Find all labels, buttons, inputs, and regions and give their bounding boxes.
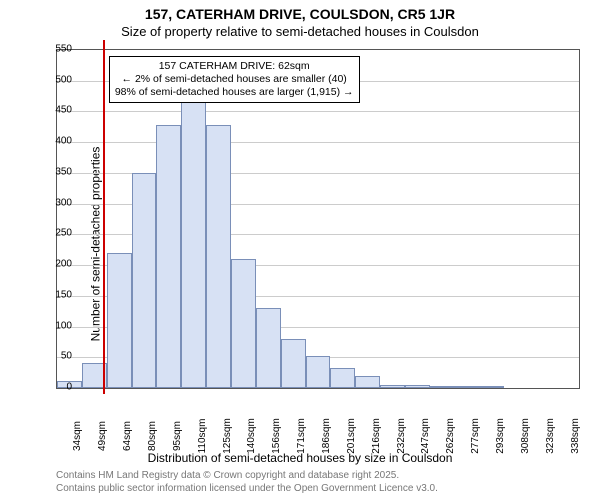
footer-attribution: Contains HM Land Registry data © Crown c… [56, 469, 600, 495]
chart-container: Number of semi-detached properties 157 C… [0, 39, 600, 449]
y-tick-label: 400 [44, 136, 72, 147]
y-tick-label: 350 [44, 166, 72, 177]
histogram-bar [306, 356, 331, 388]
y-tick-label: 150 [44, 289, 72, 300]
property-marker-line [103, 40, 105, 394]
histogram-bar [181, 84, 206, 388]
y-tick-label: 450 [44, 105, 72, 116]
histogram-bar [330, 368, 355, 388]
plot-area: 157 CATERHAM DRIVE: 62sqm ← 2% of semi-d… [56, 49, 580, 389]
histogram-bar [256, 308, 281, 388]
annotation-line-3: 98% of semi-detached houses are larger (… [115, 86, 354, 99]
y-tick-label: 50 [44, 351, 72, 362]
histogram-bar [132, 173, 157, 388]
x-tick-label: 293sqm [495, 418, 506, 454]
x-tick-label: 338sqm [570, 418, 581, 454]
y-tick-label: 250 [44, 228, 72, 239]
histogram-bar [156, 125, 181, 388]
histogram-bar [380, 385, 405, 388]
annotation-box: 157 CATERHAM DRIVE: 62sqm ← 2% of semi-d… [109, 56, 360, 103]
x-tick-label: 80sqm [147, 421, 158, 451]
gridline [57, 142, 579, 143]
x-tick-label: 156sqm [271, 418, 282, 454]
histogram-bar [430, 386, 455, 388]
histogram-bar [231, 259, 256, 388]
x-tick-label: 323sqm [545, 418, 556, 454]
x-tick-label: 49sqm [97, 421, 108, 451]
gridline [57, 111, 579, 112]
x-tick-label: 171sqm [296, 418, 307, 454]
x-tick-label: 140sqm [246, 418, 257, 454]
y-tick-label: 300 [44, 197, 72, 208]
y-tick-label: 100 [44, 320, 72, 331]
x-tick-label: 277sqm [470, 418, 481, 454]
chart-title-sub: Size of property relative to semi-detach… [0, 24, 600, 39]
footer-line-2: Contains public sector information licen… [56, 482, 600, 495]
histogram-bar [206, 125, 231, 388]
x-tick-label: 232sqm [396, 418, 407, 454]
x-tick-label: 125sqm [222, 418, 233, 454]
histogram-bar [281, 339, 306, 388]
x-tick-label: 110sqm [197, 419, 208, 454]
x-tick-label: 216sqm [371, 418, 382, 454]
x-tick-label: 308sqm [520, 418, 531, 454]
histogram-bar [355, 376, 380, 388]
y-tick-label: 500 [44, 74, 72, 85]
x-tick-label: 95sqm [172, 421, 183, 451]
histogram-bar [405, 385, 430, 388]
x-tick-label: 247sqm [420, 418, 431, 454]
x-tick-label: 201sqm [346, 418, 357, 454]
y-tick-label: 0 [44, 382, 72, 393]
x-tick-label: 262sqm [445, 418, 456, 454]
chart-title-main: 157, CATERHAM DRIVE, COULSDON, CR5 1JR [0, 6, 600, 22]
y-tick-label: 200 [44, 259, 72, 270]
x-tick-label: 34sqm [72, 421, 83, 451]
x-tick-label: 186sqm [321, 418, 332, 454]
y-tick-label: 550 [44, 44, 72, 55]
histogram-bar [455, 386, 480, 388]
annotation-line-1: 157 CATERHAM DRIVE: 62sqm [115, 60, 354, 73]
annotation-line-2: ← 2% of semi-detached houses are smaller… [115, 73, 354, 86]
x-tick-label: 64sqm [122, 421, 133, 451]
footer-line-1: Contains HM Land Registry data © Crown c… [56, 469, 600, 482]
histogram-bar [480, 386, 505, 388]
histogram-bar [107, 253, 132, 388]
